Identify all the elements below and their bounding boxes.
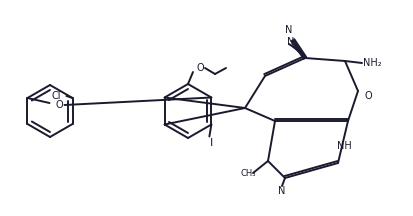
Text: Cl: Cl — [52, 91, 61, 101]
Text: N: N — [287, 37, 295, 47]
Text: I: I — [210, 138, 213, 149]
Text: NH: NH — [337, 141, 351, 151]
Text: N: N — [285, 25, 293, 35]
Text: NH₂: NH₂ — [363, 58, 381, 68]
Text: O: O — [364, 91, 372, 101]
Text: CH₃: CH₃ — [240, 170, 256, 178]
Text: O: O — [196, 63, 204, 73]
Text: O: O — [56, 100, 63, 110]
Text: N: N — [278, 186, 286, 196]
